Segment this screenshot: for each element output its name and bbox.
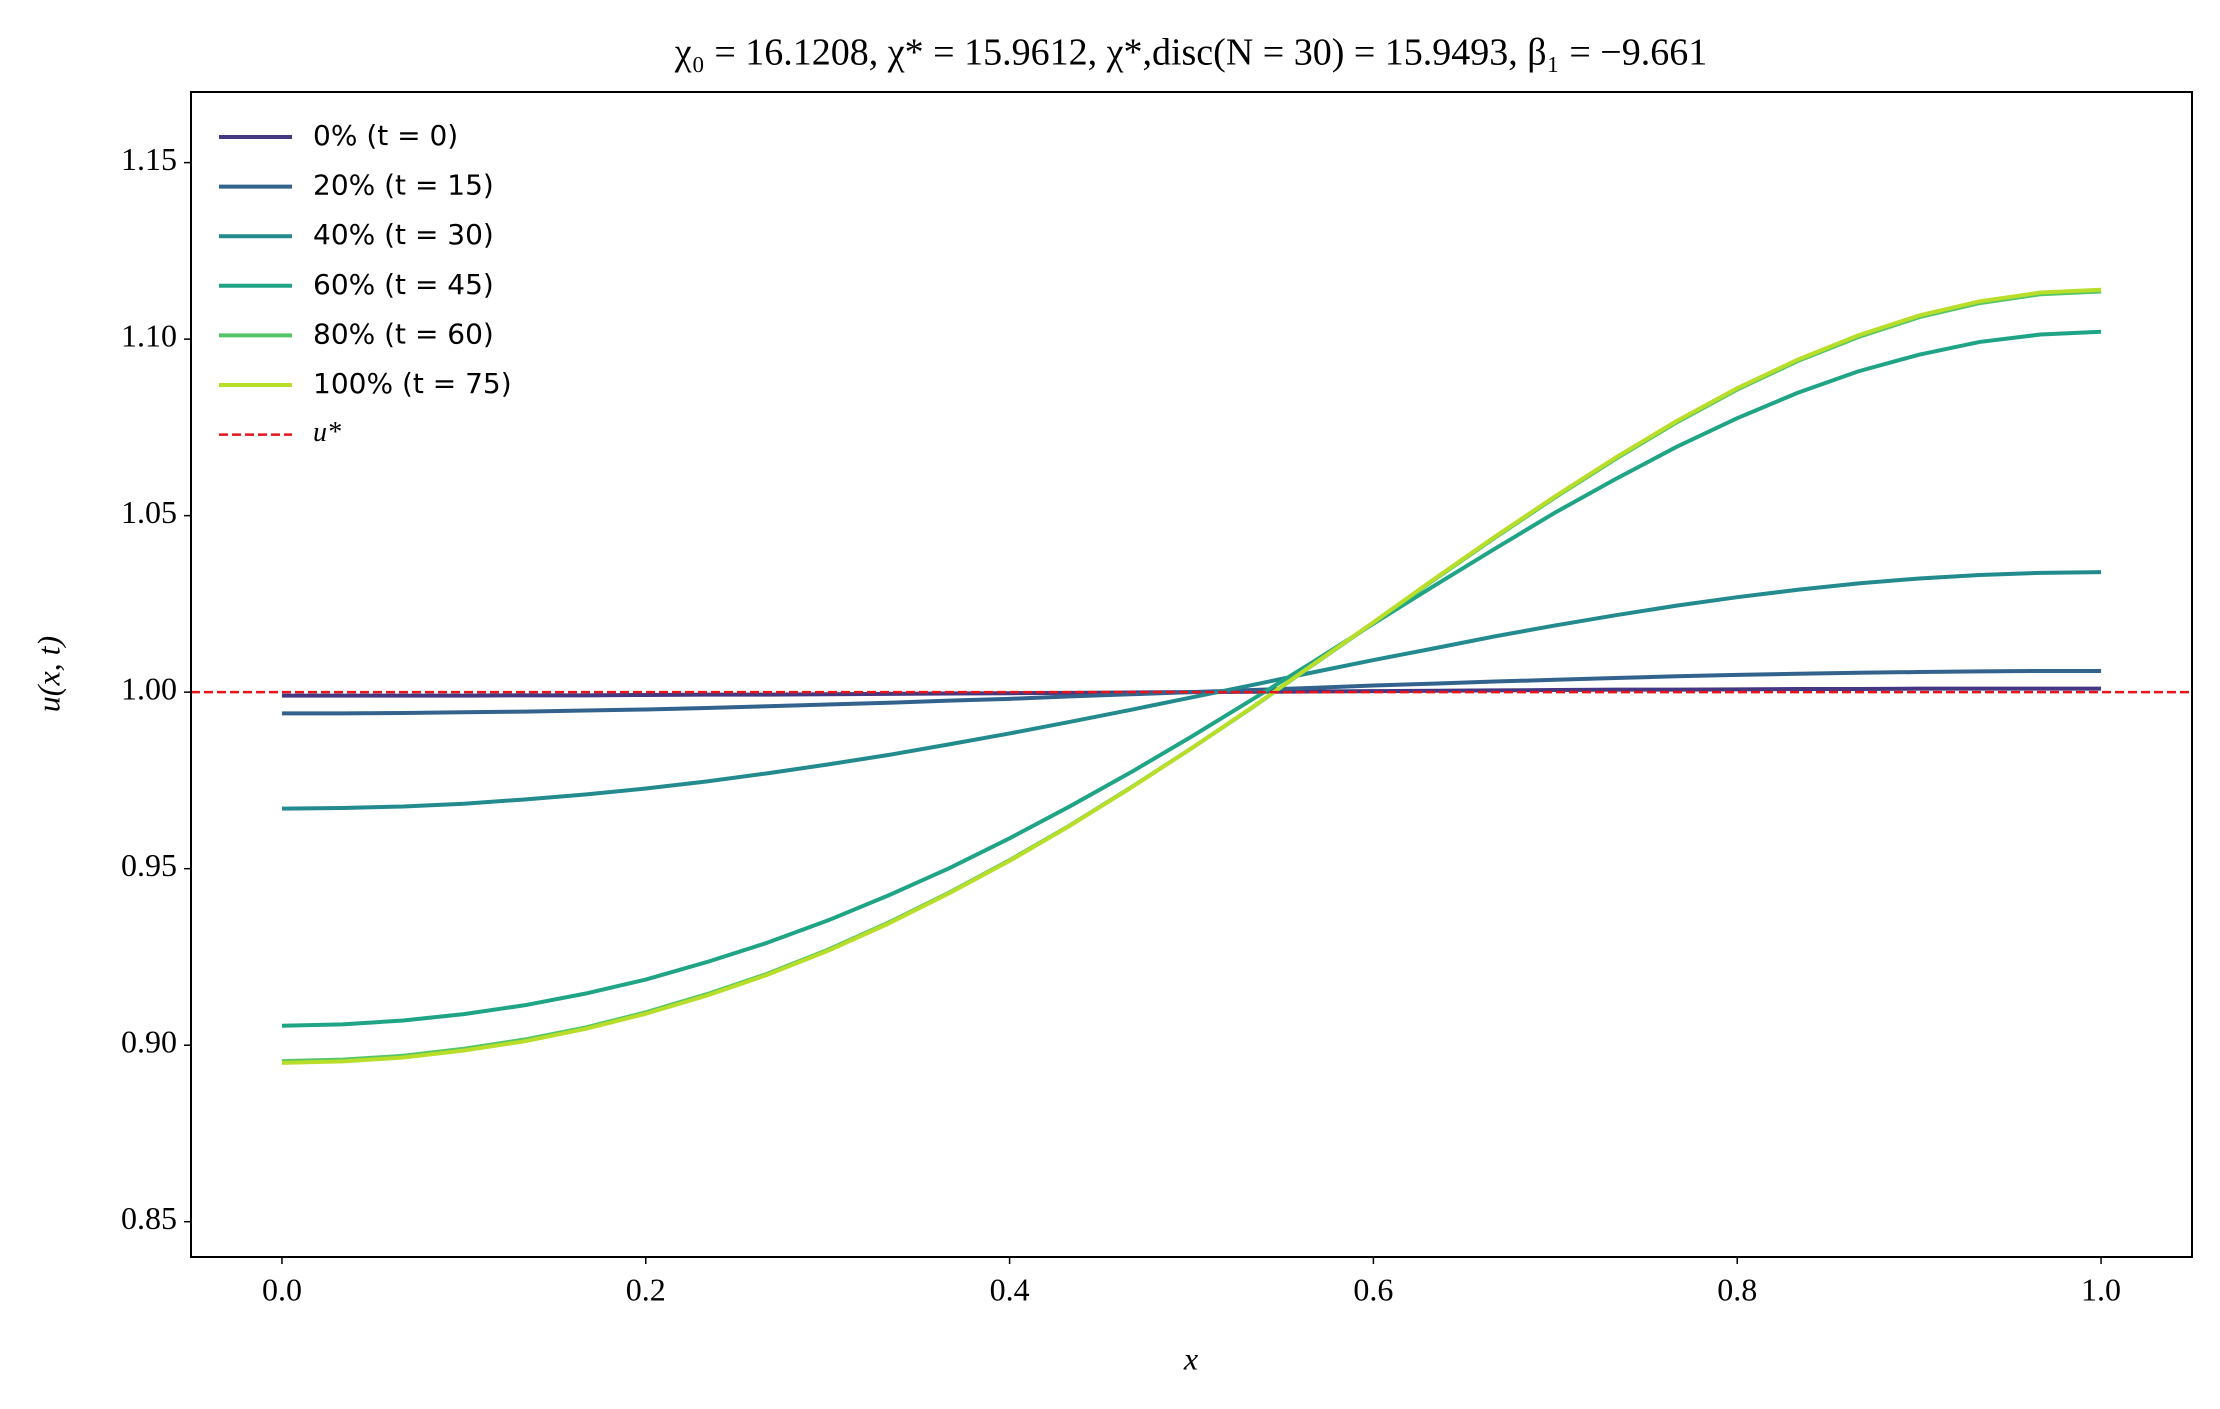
x-tick-label: 1.0	[2081, 1271, 2121, 1307]
chart-title: χ₀ = 16.1208, χ* = 15.9612, χ*,disc(N = …	[674, 32, 1707, 74]
x-tick-label: 0.8	[1717, 1271, 1757, 1307]
series-line	[281, 570, 2102, 811]
y-tick-label: 1.05	[121, 494, 177, 530]
y-tick-label: 1.15	[121, 141, 177, 177]
series-line	[281, 329, 2102, 1028]
x-tick-label: 0.2	[626, 1271, 666, 1307]
y-tick-label: 1.00	[121, 670, 177, 706]
legend-label: 60% (t = 45)	[313, 268, 494, 301]
legend-label: 100% (t = 75)	[313, 367, 512, 400]
y-tick-label: 1.10	[121, 317, 177, 353]
y-tick-label: 0.90	[121, 1024, 177, 1060]
x-tick-label: 0.4	[990, 1271, 1030, 1307]
y-axis-label: u(x, t)	[30, 636, 66, 712]
x-tick-label: 0.0	[262, 1271, 302, 1307]
x-tick-label: 0.6	[1353, 1271, 1393, 1307]
series-line	[281, 289, 2102, 1064]
plot-frame	[190, 91, 2193, 1258]
legend-label: 0% (t = 0)	[313, 119, 458, 152]
legend-label: 20% (t = 15)	[313, 169, 494, 202]
series-line	[281, 668, 2102, 716]
y-tick-label: 0.85	[121, 1200, 177, 1236]
x-axis-label: x	[1183, 1340, 1198, 1376]
legend-label: 40% (t = 30)	[313, 218, 494, 251]
y-tick-label: 0.95	[121, 847, 177, 883]
legend-label: u*	[313, 417, 341, 448]
series-line	[281, 287, 2102, 1065]
legend-label: 80% (t = 60)	[313, 317, 494, 350]
